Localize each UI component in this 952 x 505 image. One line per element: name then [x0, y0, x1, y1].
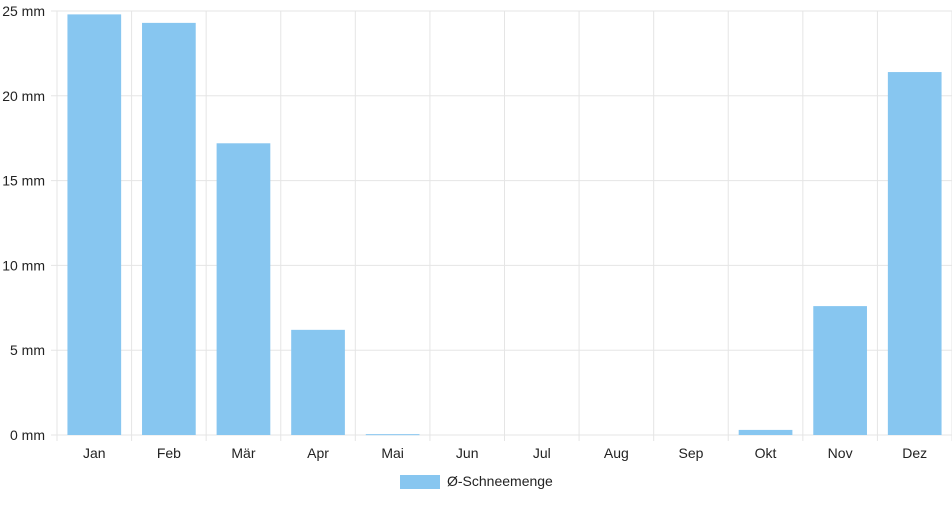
y-tick-label: 0 mm — [10, 427, 45, 443]
x-tick-label: Sep — [678, 445, 703, 461]
bar-apr[interactable] — [291, 329, 345, 435]
bar-okt[interactable] — [738, 429, 793, 435]
y-axis-ticks: 0 mm 5 mm 10 mm 15 mm 20 mm 25 mm — [2, 3, 45, 443]
x-tick-label: Apr — [307, 445, 329, 461]
y-tick-label: 20 mm — [2, 88, 45, 104]
x-tick-label: Jul — [533, 445, 551, 461]
x-tick-label: Jan — [83, 445, 106, 461]
x-tick-label: Nov — [828, 445, 853, 461]
bar-mai[interactable] — [365, 434, 420, 436]
y-tick-label: 15 mm — [2, 173, 45, 189]
x-tick-label: Feb — [157, 445, 181, 461]
x-tick-label: Dez — [902, 445, 927, 461]
x-tick-label: Mär — [231, 445, 255, 461]
x-tick-label: Jun — [456, 445, 479, 461]
x-tick-label: Okt — [755, 445, 777, 461]
bar-dez[interactable] — [887, 72, 942, 435]
x-tick-label: Mai — [381, 445, 404, 461]
y-tick-label: 10 mm — [2, 257, 45, 273]
bar-mär[interactable] — [216, 143, 271, 435]
legend-swatch[interactable] — [400, 475, 440, 489]
x-tick-label: Aug — [604, 445, 629, 461]
bar-nov[interactable] — [813, 306, 867, 435]
grid-lines — [51, 10, 952, 441]
legend-label[interactable]: Ø-Schneemenge — [447, 473, 553, 489]
legend[interactable]: Ø-Schneemenge — [400, 473, 553, 489]
x-axis-ticks: Jan Feb Mär Apr Mai Jun Jul Aug Sep Okt Nov Dez — [83, 445, 927, 461]
y-tick-label: 25 mm — [2, 3, 45, 19]
bars — [67, 14, 942, 436]
y-tick-label: 5 mm — [10, 342, 45, 358]
bar-jan[interactable] — [67, 14, 122, 436]
bar-feb[interactable] — [142, 22, 196, 435]
